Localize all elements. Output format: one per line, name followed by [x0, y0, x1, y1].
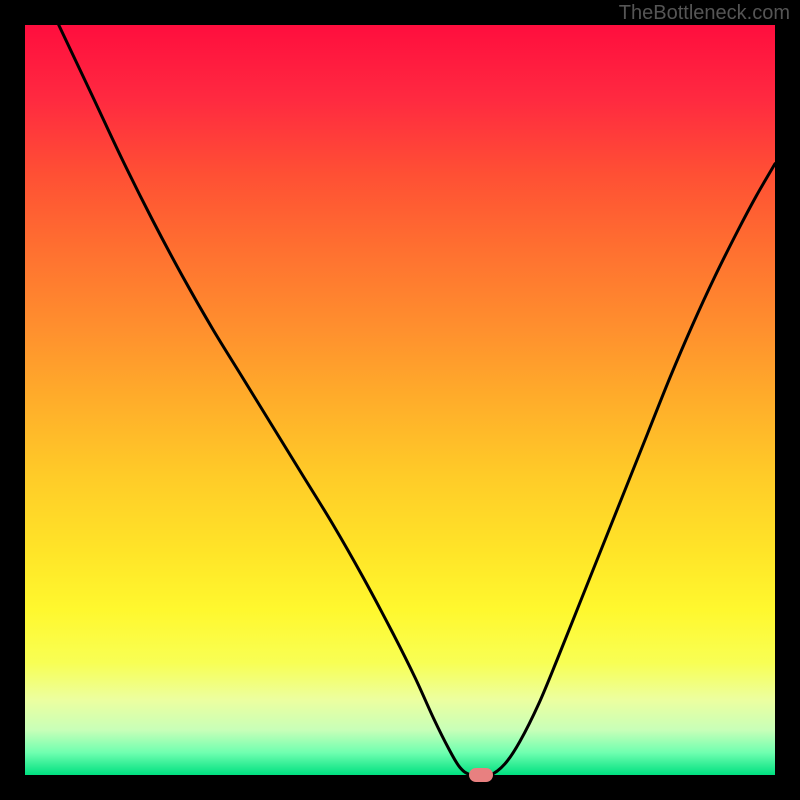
chart-svg [0, 0, 800, 800]
optimal-point-marker [469, 768, 493, 782]
bottleneck-chart: TheBottleneck.com [0, 0, 800, 800]
watermark-text: TheBottleneck.com [619, 2, 790, 25]
